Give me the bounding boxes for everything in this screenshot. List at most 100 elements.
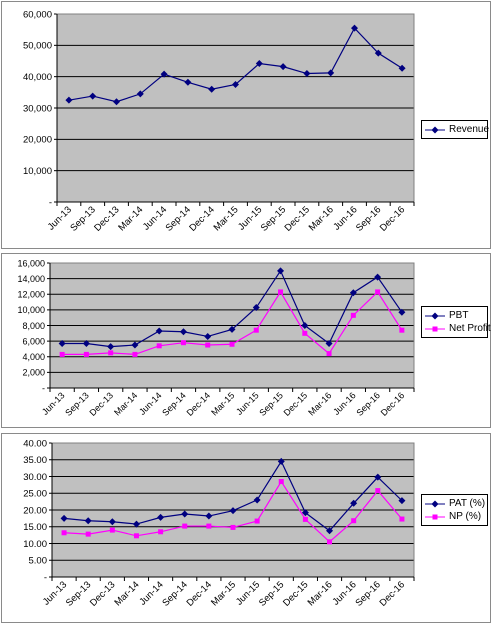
x-tick-label: Jun-15 xyxy=(234,390,261,417)
x-tick-label: Sep-16 xyxy=(354,204,383,233)
legend-marker-revenue xyxy=(425,125,445,135)
x-tick-label: Jun-16 xyxy=(331,390,358,417)
legend-item-revenue: Revenue xyxy=(425,123,489,136)
y-tick-label: 30.00 xyxy=(23,472,47,483)
legend-item-pbt: PBT xyxy=(425,309,484,322)
x-tick-label: Mar-16 xyxy=(307,204,336,233)
data-point xyxy=(160,70,168,78)
data-point xyxy=(301,322,309,329)
x-tick-label: Dec-16 xyxy=(378,579,407,608)
data-point xyxy=(350,499,358,507)
x-tick-label: Dec-15 xyxy=(281,579,310,608)
x-tick-label: Dec-14 xyxy=(185,390,213,418)
data-point xyxy=(59,351,65,357)
x-tick-label: Dec-13 xyxy=(92,204,121,233)
data-point xyxy=(182,523,188,529)
data-point xyxy=(302,516,308,522)
data-point xyxy=(278,289,284,295)
data-point xyxy=(205,512,213,520)
x-tick-label: Dec-13 xyxy=(88,579,117,608)
y-tick-label: 20,000 xyxy=(23,135,52,146)
x-tick-label: Jun-14 xyxy=(137,390,164,417)
x-tick-label: Mar-14 xyxy=(116,204,145,233)
x-tick-label: Mar-16 xyxy=(306,579,335,608)
y-tick-label: 5.00 xyxy=(29,556,48,567)
data-point xyxy=(398,497,406,505)
data-point xyxy=(108,350,114,356)
y-tick-label: 40.00 xyxy=(23,438,47,449)
data-point xyxy=(375,488,381,494)
y-tick-label: 10,000 xyxy=(23,166,52,177)
x-tick-label: Dec-16 xyxy=(378,204,407,233)
data-point xyxy=(204,332,212,340)
x-tick-label: Jun-13 xyxy=(40,390,67,417)
y-tick-label: 50,000 xyxy=(23,41,52,52)
data-point xyxy=(107,343,115,351)
legend-label-pbt: PBT xyxy=(449,310,469,321)
x-tick-label: Sep-14 xyxy=(160,390,188,418)
data-point xyxy=(325,339,333,347)
data-point xyxy=(279,63,287,71)
y-tick-label: - xyxy=(42,383,45,393)
legend-item-net-profit: Net Profit xyxy=(425,322,491,335)
x-tick-label: Sep-13 xyxy=(63,390,91,418)
data-point xyxy=(84,517,92,525)
data-point xyxy=(252,304,260,312)
data-point xyxy=(132,351,138,357)
data-point xyxy=(108,518,116,526)
x-tick-label: Mar-16 xyxy=(306,390,333,417)
pat-np-percent-chart: - 5.00 10.00 15.00 20.00 25.00 30.00 35.00 40.00… xyxy=(23,438,415,609)
x-tick-label: Dec-15 xyxy=(283,204,312,233)
revenue-chart: -10,00020,00030,00040,00050,00060,000Jun… xyxy=(23,9,415,234)
data-point xyxy=(229,507,237,515)
data-point xyxy=(399,516,405,522)
pat-legend: PAT (%) NP (%) xyxy=(421,494,488,526)
data-point xyxy=(131,341,139,349)
x-tick-label: Dec-15 xyxy=(282,390,310,418)
revenue-legend: Revenue xyxy=(421,120,489,139)
y-tick-label: 35.00 xyxy=(23,455,47,466)
data-point xyxy=(229,341,235,347)
y-tick-label: 14,000 xyxy=(17,274,45,284)
x-tick-label: Mar-15 xyxy=(209,390,236,417)
x-tick-label: Sep-15 xyxy=(257,579,286,608)
y-tick-label: 30,000 xyxy=(23,103,52,114)
data-point xyxy=(375,289,381,295)
data-point xyxy=(254,518,260,524)
data-point xyxy=(302,330,308,336)
data-point xyxy=(253,496,261,504)
y-tick-label: 8,000 xyxy=(22,321,45,331)
y-tick-label: 12,000 xyxy=(17,290,45,300)
data-point xyxy=(61,530,67,536)
data-point xyxy=(133,533,139,539)
data-point xyxy=(374,49,382,57)
data-point xyxy=(351,518,357,524)
data-point xyxy=(113,98,120,106)
data-point xyxy=(253,327,259,333)
legend-label-np: NP (%) xyxy=(449,511,482,522)
data-point xyxy=(206,523,212,529)
data-point xyxy=(179,328,187,336)
y-tick-label: 15.00 xyxy=(23,522,47,533)
data-point xyxy=(60,514,68,522)
data-point xyxy=(205,342,211,348)
data-point xyxy=(82,339,90,347)
y-tick-label: 6,000 xyxy=(22,336,45,346)
legend-label-net-profit: Net Profit xyxy=(449,323,491,334)
y-tick-label: 10.00 xyxy=(23,539,47,550)
y-tick-label: 20.00 xyxy=(23,505,47,516)
data-point xyxy=(58,339,66,347)
data-point xyxy=(351,24,358,32)
x-tick-label: Mar-14 xyxy=(112,390,139,417)
data-point xyxy=(155,327,163,335)
data-point xyxy=(136,90,144,98)
pbt-legend: PBT Net Profit xyxy=(421,306,491,338)
y-tick-label: 60,000 xyxy=(23,9,52,20)
x-tick-label: Dec-13 xyxy=(87,390,115,418)
x-tick-label: Mar-15 xyxy=(212,204,241,233)
x-tick-label: Dec-14 xyxy=(187,204,216,233)
revenue-chart-panel: -10,000 20,000 30,000 40,000 50,000 60,000 Jun… xyxy=(1,1,491,249)
data-point xyxy=(83,351,89,357)
x-tick-label: Sep-15 xyxy=(257,390,285,418)
pat-chart-panel: - 5.00 10.00 15.00 20.00 25.00 30.00 35.00 40.00… xyxy=(1,433,491,623)
